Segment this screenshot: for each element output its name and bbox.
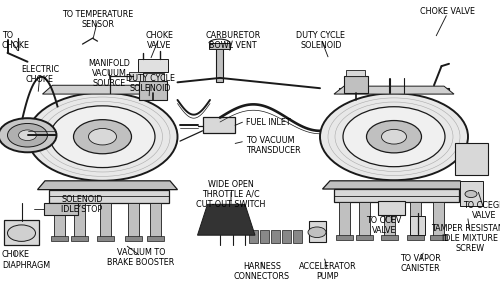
Bar — [147, 236, 164, 241]
Text: FUEL INLET: FUEL INLET — [246, 118, 290, 127]
Circle shape — [88, 128, 117, 145]
Bar — [124, 236, 142, 241]
Text: DUTY CYCLE
SOLENOID: DUTY CYCLE SOLENOID — [296, 31, 346, 50]
Circle shape — [465, 191, 477, 198]
Bar — [339, 88, 449, 93]
Polygon shape — [38, 181, 177, 190]
Bar — [142, 74, 164, 81]
Text: TO CCEGR
VALVE: TO CCEGR VALVE — [463, 201, 500, 220]
Bar — [346, 70, 365, 76]
Bar — [432, 202, 444, 236]
Bar — [49, 190, 169, 203]
Bar — [293, 230, 302, 243]
Bar — [249, 230, 258, 243]
Bar — [129, 72, 143, 81]
Circle shape — [28, 93, 178, 181]
Bar — [71, 236, 88, 241]
Text: ACCELERATOR
PUMP: ACCELERATOR PUMP — [298, 262, 356, 281]
Text: TAMPER RESISTANT
IDLE MIXTURE
SCREW: TAMPER RESISTANT IDLE MIXTURE SCREW — [431, 224, 500, 253]
Bar — [455, 143, 488, 175]
Text: CHOKE
VALVE: CHOKE VALVE — [145, 31, 173, 50]
Bar — [74, 203, 85, 237]
Bar — [202, 117, 235, 133]
Bar — [97, 236, 114, 241]
Text: TO
CHOKE: TO CHOKE — [2, 31, 30, 50]
Text: TO CCEV
VALVE: TO CCEV VALVE — [366, 216, 402, 235]
Circle shape — [320, 93, 468, 180]
Bar — [336, 235, 353, 240]
Circle shape — [343, 107, 445, 167]
Text: TO TEMPERATURE
SENSOR: TO TEMPERATURE SENSOR — [62, 10, 133, 29]
Circle shape — [308, 227, 326, 238]
Bar — [410, 216, 425, 235]
Bar — [100, 203, 111, 237]
Polygon shape — [334, 86, 454, 94]
Circle shape — [74, 120, 132, 154]
Polygon shape — [322, 181, 468, 189]
Bar — [308, 221, 326, 242]
Circle shape — [18, 130, 36, 141]
Bar — [460, 181, 482, 206]
Text: ELECTRIC
CHOKE: ELECTRIC CHOKE — [21, 65, 59, 84]
Text: HARNESS
CONNECTORS: HARNESS CONNECTORS — [234, 262, 290, 281]
Bar — [139, 81, 166, 100]
Bar — [4, 220, 39, 245]
Bar — [216, 44, 223, 82]
Bar — [282, 230, 291, 243]
Bar — [138, 59, 168, 72]
Bar — [150, 203, 161, 237]
Circle shape — [366, 121, 422, 153]
Bar — [44, 203, 78, 215]
Bar — [51, 236, 68, 241]
Circle shape — [8, 225, 36, 241]
Bar — [410, 202, 421, 236]
Text: WIDE OPEN
THROTTLE A/C
CUT-OUT SWITCH: WIDE OPEN THROTTLE A/C CUT-OUT SWITCH — [196, 180, 266, 209]
Text: SOLENOID
IDLE STOP: SOLENOID IDLE STOP — [61, 195, 103, 214]
Text: TO VACUUM
TRANSDUCER: TO VACUUM TRANSDUCER — [246, 136, 300, 155]
Text: CHOKE
DIAPHRAGM: CHOKE DIAPHRAGM — [2, 250, 50, 270]
Bar — [54, 203, 65, 237]
Circle shape — [0, 118, 56, 152]
Text: CARBURETOR
BOWL VENT: CARBURETOR BOWL VENT — [206, 31, 260, 50]
Circle shape — [382, 129, 406, 144]
Circle shape — [50, 106, 155, 168]
Bar — [356, 235, 373, 240]
Bar — [271, 230, 280, 243]
Polygon shape — [198, 204, 255, 235]
Text: MANIFOLD
VACUUM
SOURCE: MANIFOLD VACUUM SOURCE — [88, 59, 130, 88]
Text: TO VAPOR
CANISTER: TO VAPOR CANISTER — [400, 254, 440, 273]
Polygon shape — [42, 85, 162, 94]
Text: DUTY CYCLE
SOLENOID: DUTY CYCLE SOLENOID — [126, 74, 174, 93]
Bar — [344, 76, 368, 93]
Bar — [260, 230, 269, 243]
Bar — [384, 202, 395, 236]
Text: VACUUM TO
BRAKE BOOSTER: VACUUM TO BRAKE BOOSTER — [108, 248, 174, 268]
Text: CHOKE VALVE: CHOKE VALVE — [420, 7, 475, 16]
Bar — [407, 235, 424, 240]
Bar — [209, 43, 230, 49]
Bar — [334, 189, 459, 202]
Bar — [430, 235, 446, 240]
Bar — [378, 201, 405, 215]
Bar — [339, 202, 350, 236]
Bar — [128, 203, 138, 237]
Bar — [381, 235, 398, 240]
Circle shape — [8, 123, 48, 147]
Bar — [359, 202, 370, 236]
